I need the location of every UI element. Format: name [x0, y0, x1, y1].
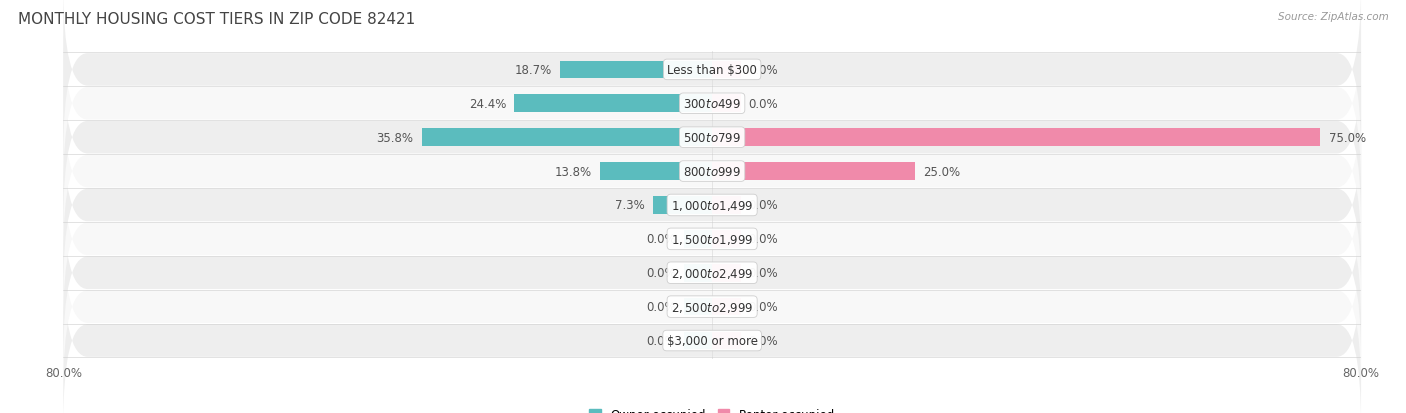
FancyBboxPatch shape — [63, 256, 1361, 413]
Text: 0.0%: 0.0% — [645, 300, 676, 313]
Text: 0.0%: 0.0% — [748, 267, 779, 280]
Text: 0.0%: 0.0% — [748, 233, 779, 246]
Text: 0.0%: 0.0% — [748, 334, 779, 347]
Bar — [713, 197, 741, 214]
FancyBboxPatch shape — [63, 120, 1361, 291]
Text: $500 to $799: $500 to $799 — [683, 131, 741, 144]
Bar — [422, 129, 713, 147]
Text: 25.0%: 25.0% — [922, 165, 960, 178]
Bar — [515, 95, 713, 113]
Text: $1,000 to $1,499: $1,000 to $1,499 — [671, 199, 754, 212]
FancyBboxPatch shape — [63, 52, 1361, 223]
Bar — [600, 163, 713, 180]
FancyBboxPatch shape — [63, 188, 1361, 358]
Text: 0.0%: 0.0% — [645, 233, 676, 246]
FancyBboxPatch shape — [63, 0, 1361, 155]
Text: 0.0%: 0.0% — [748, 97, 779, 111]
Text: 0.0%: 0.0% — [645, 267, 676, 280]
Bar — [683, 332, 713, 349]
Bar — [683, 230, 713, 248]
Text: $800 to $999: $800 to $999 — [683, 165, 741, 178]
FancyBboxPatch shape — [63, 86, 1361, 257]
Text: 18.7%: 18.7% — [515, 64, 553, 77]
Text: 75.0%: 75.0% — [1329, 131, 1365, 144]
FancyBboxPatch shape — [63, 222, 1361, 392]
Bar — [713, 298, 741, 316]
Legend: Owner-occupied, Renter-occupied: Owner-occupied, Renter-occupied — [589, 408, 835, 413]
Bar — [713, 230, 741, 248]
Bar — [713, 264, 741, 282]
Text: $2,000 to $2,499: $2,000 to $2,499 — [671, 266, 754, 280]
Text: $3,000 or more: $3,000 or more — [666, 334, 758, 347]
Text: MONTHLY HOUSING COST TIERS IN ZIP CODE 82421: MONTHLY HOUSING COST TIERS IN ZIP CODE 8… — [18, 12, 416, 27]
FancyBboxPatch shape — [63, 154, 1361, 325]
Bar — [713, 332, 741, 349]
Text: $2,500 to $2,999: $2,500 to $2,999 — [671, 300, 754, 314]
Bar — [713, 129, 1320, 147]
Bar — [683, 264, 713, 282]
Bar — [652, 197, 713, 214]
Text: 0.0%: 0.0% — [748, 64, 779, 77]
Text: 35.8%: 35.8% — [377, 131, 413, 144]
Text: Source: ZipAtlas.com: Source: ZipAtlas.com — [1278, 12, 1389, 22]
FancyBboxPatch shape — [63, 19, 1361, 189]
Text: $300 to $499: $300 to $499 — [683, 97, 741, 111]
Text: 0.0%: 0.0% — [748, 300, 779, 313]
Bar — [713, 95, 741, 113]
Text: 13.8%: 13.8% — [555, 165, 592, 178]
Text: 0.0%: 0.0% — [645, 334, 676, 347]
Bar — [713, 62, 741, 79]
Text: $1,500 to $1,999: $1,500 to $1,999 — [671, 232, 754, 246]
Bar — [713, 163, 915, 180]
Text: 24.4%: 24.4% — [468, 97, 506, 111]
Bar — [683, 298, 713, 316]
Bar — [561, 62, 713, 79]
Text: 0.0%: 0.0% — [748, 199, 779, 212]
Text: 7.3%: 7.3% — [614, 199, 645, 212]
Text: Less than $300: Less than $300 — [668, 64, 756, 77]
